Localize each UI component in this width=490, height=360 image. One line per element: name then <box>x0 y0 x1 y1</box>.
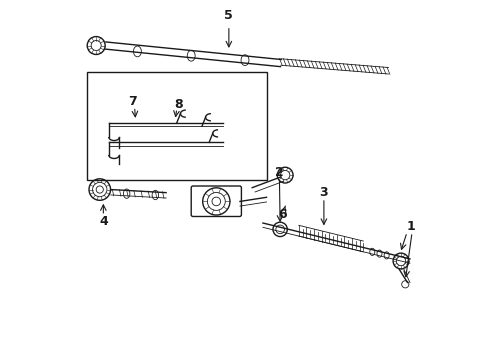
Bar <box>87 72 267 180</box>
Text: 7: 7 <box>128 95 136 108</box>
Text: 6: 6 <box>278 208 287 221</box>
Text: 8: 8 <box>174 98 183 111</box>
Text: 4: 4 <box>99 215 108 228</box>
Text: 5: 5 <box>224 9 233 22</box>
Text: 1: 1 <box>407 220 416 233</box>
Text: 2: 2 <box>275 166 283 179</box>
Text: 3: 3 <box>319 186 328 199</box>
